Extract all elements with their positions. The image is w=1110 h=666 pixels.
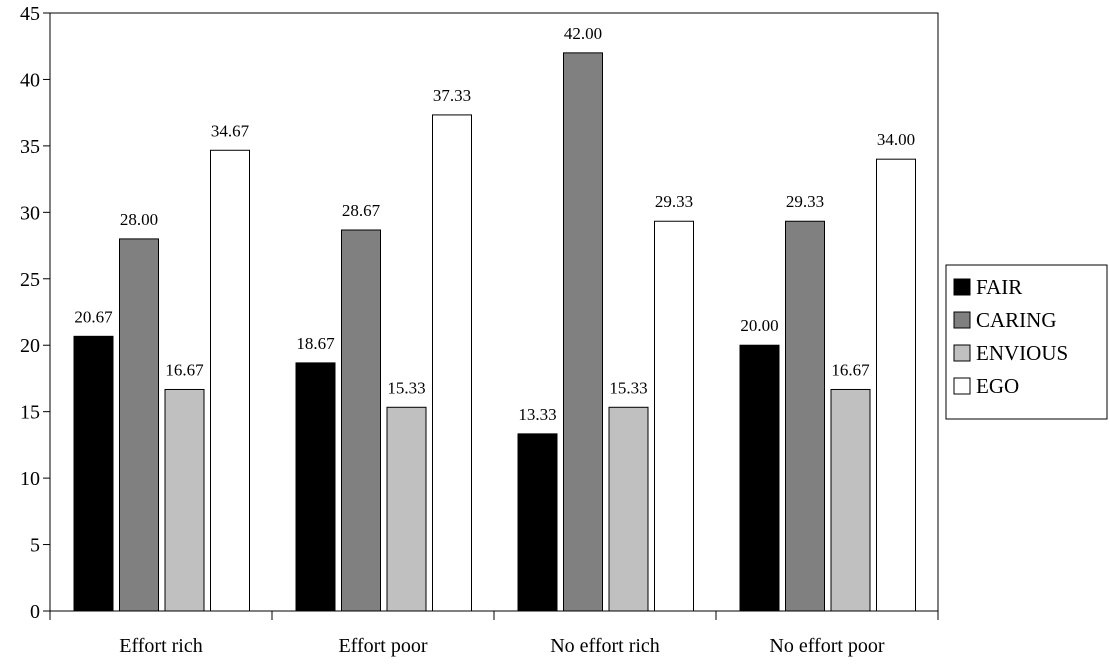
y-tick-label: 45 (20, 3, 40, 25)
y-tick-label: 0 (30, 601, 40, 623)
legend-swatch-ego (953, 377, 971, 395)
bar-value-label: 37.33 (433, 86, 471, 105)
x-axis: Effort rich Effort poor No effort rich No e… (49, 610, 939, 657)
x-category-label: No effort poor (769, 635, 884, 657)
x-category-label: Effort poor (338, 635, 427, 657)
legend-label-ego: EGO (976, 374, 1019, 398)
legend: FAIR CARING ENVIOUS EGO (945, 264, 1108, 420)
y-tick-label: 20 (20, 335, 40, 357)
legend-label-fair: FAIR (976, 275, 1022, 299)
bar-ego (210, 149, 250, 612)
bar-envious (164, 388, 205, 612)
legend-label-envious: ENVIOUS (976, 341, 1068, 365)
x-category-label: Effort rich (119, 635, 203, 657)
bar-ego (876, 158, 916, 612)
legend-label-caring: CARING (976, 308, 1057, 332)
bar-envious (830, 388, 871, 612)
legend-swatch-fair (953, 278, 971, 296)
y-axis: 0 5 10 15 20 25 30 35 40 45 (20, 3, 50, 623)
bar-value-label: 34.00 (877, 130, 915, 149)
bar-ego (654, 220, 694, 612)
y-tick-label: 5 (30, 535, 40, 557)
bar-fair (517, 433, 558, 612)
bar-caring (785, 220, 825, 612)
bar-value-label: 16.67 (831, 360, 870, 379)
y-tick-label: 15 (20, 402, 40, 424)
legend-swatch-envious (953, 344, 971, 362)
y-tick-label: 30 (20, 202, 40, 224)
bar-value-label: 18.67 (296, 334, 335, 353)
y-tick-label: 25 (20, 269, 40, 291)
bar-value-label: 29.33 (655, 192, 693, 211)
bar-fair (739, 344, 780, 612)
bar-envious (608, 406, 649, 612)
bar-value-label: 28.00 (120, 210, 158, 229)
bar-value-label: 20.00 (740, 316, 778, 335)
bar-value-label: 20.67 (74, 307, 113, 326)
bar-caring (341, 229, 381, 612)
bar-value-label: 42.00 (564, 24, 602, 43)
bar-caring (119, 238, 159, 612)
y-tick-label: 40 (20, 69, 40, 91)
bar-value-label: 16.67 (165, 360, 204, 379)
bar-ego (432, 114, 472, 612)
bar-value-label: 13.33 (518, 405, 556, 424)
bars-group (73, 52, 916, 612)
bar-value-label: 34.67 (211, 121, 250, 140)
bar-caring (563, 52, 603, 612)
legend-swatch-caring (953, 311, 971, 329)
bar-fair (73, 335, 114, 612)
value-labels-group: 20.67 18.67 13.33 20.00 28.00 28.67 42.00 29.33… (74, 24, 915, 424)
bar-value-label: 15.33 (387, 378, 425, 397)
y-tick-label: 35 (20, 136, 40, 158)
y-tick-label: 10 (20, 468, 40, 490)
legend-box (945, 264, 1108, 420)
x-category-label: No effort rich (550, 635, 660, 657)
bar-value-label: 15.33 (609, 378, 647, 397)
bar-fair (295, 362, 336, 612)
bar-envious (386, 406, 427, 612)
bar-value-label: 29.33 (786, 192, 824, 211)
bar-value-label: 28.67 (342, 201, 381, 220)
